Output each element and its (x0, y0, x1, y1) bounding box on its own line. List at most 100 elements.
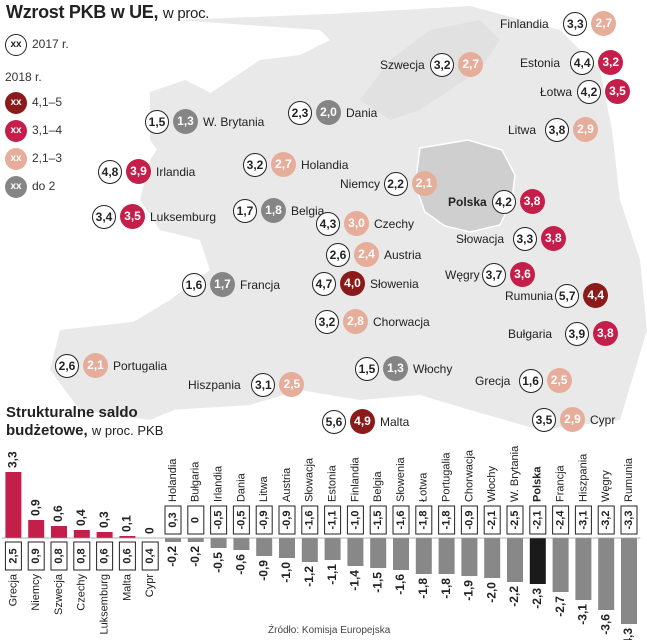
budget-box-value: -3,3 (623, 511, 635, 530)
budget-box (620, 505, 638, 535)
country-name: Węgry (445, 268, 480, 282)
budget-bar (484, 538, 501, 578)
budget-bar (393, 538, 409, 570)
gdp-2018: 1,3 (383, 356, 408, 381)
country-name: Malta (380, 415, 410, 429)
budget-value-label: -1,6 (393, 574, 407, 595)
budget-category-label: Luksemburg (99, 574, 111, 635)
budget-box (187, 505, 205, 535)
gdp-2017: 4,3 (316, 212, 340, 236)
gdp-2018: 4,4 (583, 283, 609, 308)
country-name: Portugalia (113, 359, 168, 373)
budget-box-value: -2,1 (486, 511, 498, 530)
gdp-2018: 3,8 (540, 226, 566, 251)
budget-category-label: Bułgaria (190, 461, 202, 502)
budget-box-value: 0,6 (99, 548, 111, 563)
gdp-2018: 2,5 (279, 372, 305, 397)
gdp-2018: 2,7 (591, 11, 617, 36)
map-iberia (50, 320, 210, 420)
gdp-2018: 2,7 (458, 52, 484, 77)
budget-box-value: 0,6 (121, 548, 133, 563)
budget-bar (28, 520, 45, 538)
budget-category-label: Litwa (258, 475, 270, 502)
map-scandinavia (360, 20, 500, 120)
budget-category-label: Grecja (7, 573, 19, 606)
map-title: Wzrost PKB w UE, w proc. (6, 2, 210, 22)
budget-bar (165, 538, 181, 542)
gdp-2018: 2,0 (316, 100, 341, 125)
gdp-2017: 4,4 (570, 51, 595, 75)
gdp-2018: 2,1 (411, 171, 437, 196)
budget-box-value: 0,3 (167, 512, 179, 527)
legend-label: 2017 r. (32, 37, 69, 52)
budget-value-label: -3,1 (576, 604, 590, 625)
legend-label: do 2 (32, 179, 56, 194)
gdp-2017: 1,5 (145, 110, 169, 134)
country-name: Chorwacja (373, 315, 430, 329)
gdp-2018: 3,5 (605, 79, 630, 104)
country-name: W. Brytania (203, 115, 265, 129)
gdp-2018: 1,8 (261, 198, 286, 223)
budget-box (324, 505, 342, 535)
budget-box (96, 541, 114, 571)
budget-box (27, 541, 45, 571)
budget-category-label: Czechy (76, 574, 88, 611)
gdp-2017: 3,2 (243, 153, 267, 177)
gdp-2018: 3,9 (126, 159, 151, 184)
budget-box-value: -2,4 (555, 510, 567, 530)
budget-title: Strukturalne saldo budżetowe, w proc. PKB (6, 404, 164, 439)
budget-box (164, 505, 182, 535)
map-title-unit: w proc. (162, 5, 210, 22)
budget-bar (210, 538, 227, 548)
gdp-2018: 4,9 (350, 409, 375, 434)
budget-box-value: -0,9 (463, 511, 475, 530)
budget-category-label: Słowacja (304, 457, 316, 502)
budget-box-value: 0,9 (30, 548, 42, 563)
budget-category-label: Włochy (486, 465, 498, 502)
country-name: Łotwa (540, 85, 573, 99)
budget-category-label: Hiszpania (577, 453, 589, 502)
budget-value-label: -0,2 (165, 546, 179, 567)
budget-box-value: -0,9 (281, 511, 293, 530)
budget-box (369, 505, 387, 535)
budget-box (4, 541, 22, 571)
budget-value-label: 0,6 (51, 505, 65, 522)
gdp-2017: 3,9 (564, 322, 589, 346)
gdp-2017: 3,4 (92, 205, 116, 229)
budget-bar-chart: 3,3 2,5 Grecja 0,9 0,9 Niemcy 0,6 0,8 Szwecja 0,4… (2, 445, 641, 640)
gdp-2017: 1,6 (182, 273, 206, 297)
legend-label: 3,1–4 (32, 123, 63, 138)
gdp-2017: 3,1 (251, 373, 276, 397)
gdp-2017: 2,2 (383, 172, 408, 196)
budget-value-label: -3,6 (598, 614, 612, 635)
budget-box (438, 505, 456, 535)
gdp-2018: 3,2 (598, 50, 624, 75)
budget-bar (73, 530, 90, 538)
country-name: Bułgaria (508, 327, 553, 341)
budget-box (529, 505, 547, 535)
budget-box-value: -3,1 (577, 511, 589, 530)
budget-bar (415, 538, 432, 574)
budget-box (141, 541, 159, 571)
country-name: Słowenia (370, 277, 419, 291)
gdp-2018: 3,0 (344, 211, 369, 236)
budget-box-value: -0,5 (235, 511, 247, 530)
budget-bar (552, 538, 569, 592)
budget-bar (301, 538, 318, 562)
budget-box-value: 0,8 (53, 548, 65, 563)
budget-title-unit: w proc. PKB (91, 423, 164, 438)
budget-bar (324, 538, 341, 560)
budget-box (392, 505, 410, 535)
budget-category-label: Szwecja (53, 573, 65, 615)
budget-bar (187, 538, 204, 542)
country-name: Finlandia (500, 17, 549, 31)
country-name: Irlandia (156, 165, 196, 179)
budget-category-label: Finlandia (349, 456, 361, 502)
budget-value-label: 0,4 (74, 509, 88, 526)
country-name: Polska (448, 195, 487, 209)
legend-label: 4,1–5 (32, 95, 63, 110)
budget-box-value: -1,8 (418, 511, 430, 530)
budget-box (597, 505, 615, 535)
budget-value-label: -1,5 (370, 572, 384, 593)
